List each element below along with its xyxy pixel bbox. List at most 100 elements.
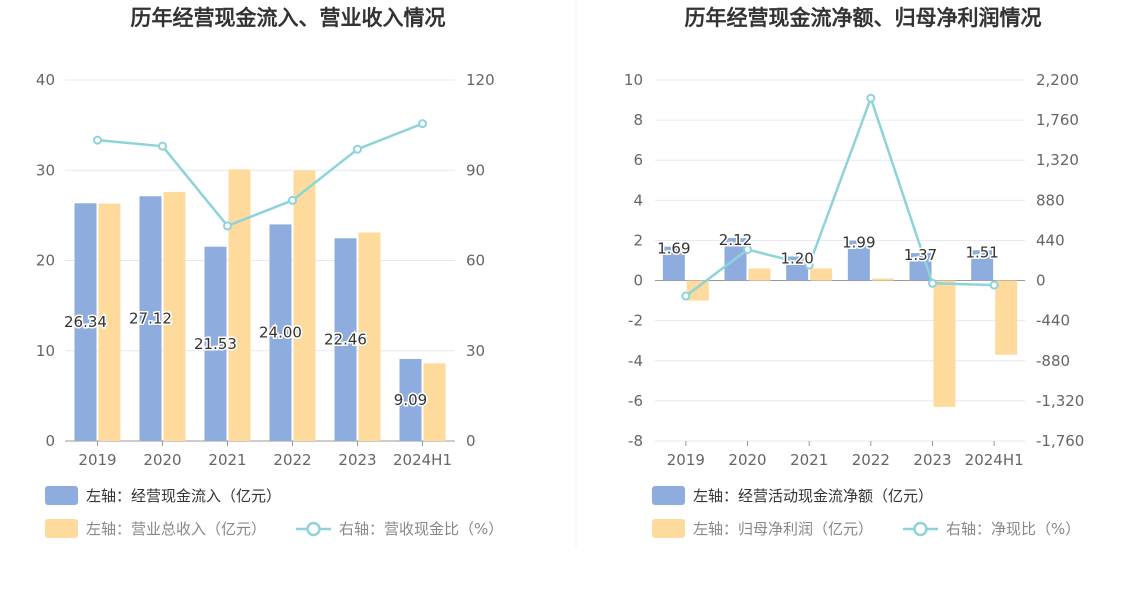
left-axis-tick-label: 20 <box>36 252 55 270</box>
left-axis-tick-label: 4 <box>633 191 643 209</box>
bar-data-label: 21.53 <box>194 335 237 353</box>
legend-item[interactable]: 左轴：营业总收入（亿元） <box>45 519 266 538</box>
legend-swatch <box>45 519 78 538</box>
left-axis-tick-label: 10 <box>36 342 55 360</box>
left-axis-tick-label: -2 <box>628 312 643 330</box>
right-axis-tick-label: 120 <box>466 71 495 89</box>
legend-label: 左轴：归母净利润（亿元） <box>693 520 873 538</box>
left-axis-tick-label: -6 <box>628 392 643 410</box>
bar-data-label: 2.12 <box>719 231 752 249</box>
x-axis-label: 2020 <box>143 451 181 469</box>
right-axis-tick-label: 60 <box>466 252 485 270</box>
x-axis-label: 2024H1 <box>965 451 1024 469</box>
line-series <box>685 96 995 298</box>
legend-item[interactable]: 左轴：经营现金流入（亿元） <box>45 486 281 505</box>
bar-primary <box>847 240 870 281</box>
line-point <box>158 141 167 151</box>
right-axis-tick-label: -440 <box>1036 312 1070 330</box>
bar-primary <box>334 238 357 441</box>
left-axis-tick-label: -4 <box>628 352 643 370</box>
bar-primary <box>74 203 97 441</box>
right-axis-tick-label: 30 <box>466 342 485 360</box>
right-axis-tick-label: -880 <box>1036 352 1070 370</box>
bar-secondary <box>995 280 1018 355</box>
x-axis-label: 2020 <box>728 451 766 469</box>
bar-secondary <box>748 268 771 281</box>
left-axis-tick-label: 10 <box>624 71 643 89</box>
line-point <box>866 93 876 103</box>
bar-data-label: 1.69 <box>657 240 690 258</box>
chart-1: 历年经营现金流入、营业收入情况 0 0 10 30 20 60 30 90 40 120 2019 20… <box>36 6 503 538</box>
x-axis-label: 2024H1 <box>393 451 452 469</box>
legend-label: 左轴：经营活动现金流净额（亿元） <box>693 487 933 505</box>
left-axis-tick-label: 8 <box>633 111 643 129</box>
x-axis-label: 2022 <box>273 451 311 469</box>
bar-secondary <box>293 170 316 441</box>
right-axis-tick-label: 0 <box>466 432 476 450</box>
bar-secondary <box>228 169 251 441</box>
bar-primary <box>139 196 162 441</box>
legend-item[interactable]: 左轴：经营活动现金流净额（亿元） <box>652 486 933 505</box>
left-axis-tick-label: 6 <box>633 151 643 169</box>
legend-label: 左轴：营业总收入（亿元） <box>86 520 266 538</box>
right-axis-tick-label: 0 <box>1036 272 1046 290</box>
line-series <box>97 122 423 228</box>
legend-swatch <box>652 519 685 538</box>
right-axis-tick-label: 880 <box>1036 191 1065 209</box>
bar-primary <box>269 224 292 441</box>
line-point <box>989 280 999 290</box>
left-axis-tick-label: 40 <box>36 71 55 89</box>
right-axis-tick-label: -1,760 <box>1036 432 1084 450</box>
bar-primary <box>399 358 422 441</box>
line-point <box>743 245 752 255</box>
right-axis-tick-label: 90 <box>466 161 485 179</box>
line-point <box>928 278 937 288</box>
legend-label: 右轴：营收现金比（%） <box>339 520 503 538</box>
right-axis-tick-label: 1,320 <box>1036 151 1079 169</box>
right-axis-tick-label: 1,760 <box>1036 111 1079 129</box>
line-point <box>223 221 232 231</box>
legend-item[interactable]: 右轴：净现比（%） <box>903 520 1080 538</box>
legend-marker <box>306 521 321 537</box>
legend-swatch <box>45 486 78 505</box>
legend-item[interactable]: 右轴：营收现金比（%） <box>296 520 503 538</box>
bar-secondary <box>358 232 381 441</box>
bar-primary <box>971 250 994 281</box>
bar-data-label: 24.00 <box>259 324 302 342</box>
bar-secondary <box>871 278 894 281</box>
line-point <box>353 144 362 154</box>
left-axis-tick-label: 0 <box>633 272 643 290</box>
bar-secondary <box>933 280 956 407</box>
x-axis-label: 2019 <box>78 451 116 469</box>
legend-swatch <box>652 486 685 505</box>
chart-title: 历年经营现金流净额、归母净利润情况 <box>685 6 1042 30</box>
x-axis-label: 2019 <box>667 451 705 469</box>
bar-data-label: 1.51 <box>965 243 998 261</box>
x-axis-label: 2021 <box>208 451 246 469</box>
x-axis-label: 2021 <box>790 451 828 469</box>
bar-secondary <box>810 268 833 281</box>
legend-label: 左轴：经营现金流入（亿元） <box>86 487 281 505</box>
bar-data-label: 9.09 <box>394 391 427 409</box>
right-axis-tick-label: 2,200 <box>1036 71 1079 89</box>
bar-data-label: 22.46 <box>324 331 367 349</box>
x-axis-label: 2023 <box>913 451 951 469</box>
left-axis-tick-label: -8 <box>628 432 643 450</box>
x-axis-label: 2022 <box>852 451 890 469</box>
bar-secondary <box>98 203 121 441</box>
legend-item[interactable]: 左轴：归母净利润（亿元） <box>652 519 873 538</box>
legend-marker <box>913 521 928 537</box>
legend-label: 右轴：净现比（%） <box>946 520 1080 538</box>
bar-data-label: 1.37 <box>904 246 937 264</box>
right-axis-tick-label: 440 <box>1036 231 1065 249</box>
bar-data-label: 26.34 <box>64 313 107 331</box>
line-point <box>681 291 691 301</box>
line-point <box>804 260 814 270</box>
chart-2: 历年经营现金流净额、归母净利润情况 -8 -1,760 -6 -1,320 -4 -880 -… <box>624 6 1084 538</box>
bar-data-label: 27.12 <box>129 310 172 328</box>
bar-primary <box>204 246 227 441</box>
line-point <box>288 195 297 205</box>
bar-secondary <box>163 191 186 441</box>
